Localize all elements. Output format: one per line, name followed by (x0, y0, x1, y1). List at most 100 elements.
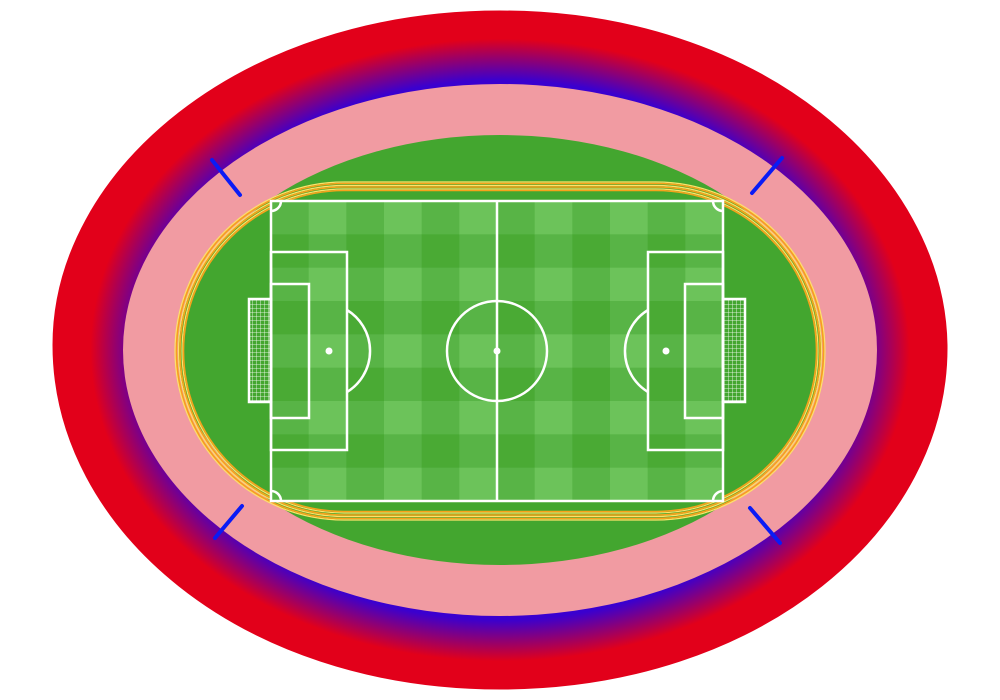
pitch-stripe-cell (459, 434, 498, 469)
pitch-stripe-cell (384, 267, 423, 302)
pitch-stripe-cell (421, 467, 460, 502)
aisle-line-bottom-left (213, 504, 244, 540)
pitch-stripe-cell (271, 301, 310, 335)
centre-circle (445, 299, 549, 403)
pitch-stripe-cell (308, 467, 347, 502)
pitch-stripe-cell (497, 367, 536, 402)
track-lane-5 (181, 188, 819, 514)
corner-arc-bottom-left (270, 489, 283, 502)
pitch-stripe-cell (610, 434, 649, 469)
pitch-stripe-cell (647, 467, 686, 502)
pitch-stripe-cell (459, 401, 498, 435)
pitch-stripe-cell (497, 401, 536, 435)
pitch-stripe-cell (459, 301, 498, 335)
pitch-stripe-cell (384, 201, 423, 235)
left-penalty-arc (346, 308, 372, 394)
pitch-stripe-cell (497, 234, 536, 269)
right-penalty-spot (662, 347, 670, 355)
pitch-stripe-cell (421, 434, 460, 469)
pitch-stripe-cell (647, 201, 686, 235)
pitch-stripe-cell (534, 367, 573, 402)
pitch-stripe-cell (459, 201, 498, 235)
left-penalty-spot (325, 347, 333, 355)
pitch-stripe-cell (271, 201, 310, 235)
pitch-stripe-cell (534, 267, 573, 302)
aisle-line-top-left (210, 158, 242, 197)
pitch-stripe-cell (271, 367, 310, 402)
pitch-stripe-cell (459, 367, 498, 402)
pitch-stripe-cell (421, 401, 460, 435)
pitch-stripe-cell (610, 201, 649, 235)
pitch-stripe-cell (308, 367, 347, 402)
aisle-lines (210, 156, 784, 545)
pitch-stripe-cell (572, 367, 611, 402)
corner-arc-top-right (711, 200, 724, 213)
pitch-stripe-cell (610, 401, 649, 435)
pitch-stripe-cell (497, 467, 536, 502)
pitch-stripe-cell (647, 267, 686, 302)
pitch-stripe-cell (459, 334, 498, 369)
pitch-stripe-cell (534, 434, 573, 469)
pitch-stripe-cell (534, 234, 573, 269)
corner-arc-top-left (270, 200, 283, 213)
pitch-stripe-cell (384, 434, 423, 469)
pitch-stripe-cell (384, 334, 423, 369)
pitch-stripe-cell (610, 234, 649, 269)
goals (247, 297, 747, 404)
pitch-stripe-cell (421, 267, 460, 302)
pitch-stripe-cell (572, 401, 611, 435)
aisle-line-top-right (750, 156, 784, 195)
pitch-stripe-cell (572, 434, 611, 469)
pitch-stripe-cell (271, 467, 310, 502)
pitch-stripe-cell (534, 301, 573, 335)
track-lane-1 (174, 181, 826, 521)
left-goal-net-icon (247, 297, 273, 404)
pitch-stripe-cell (384, 234, 423, 269)
track-lane-3 (177, 184, 823, 518)
track-lane-4 (179, 186, 821, 516)
pitch-stripe-cell (421, 334, 460, 369)
pitch-stripe-cell (572, 201, 611, 235)
centre-spot (493, 347, 501, 355)
pitch-stripe-cell (534, 401, 573, 435)
pitch-stripe-cell (610, 334, 649, 369)
pitch-stripe-cell (572, 267, 611, 302)
pitch-stripe-cell (346, 434, 385, 469)
right-penalty-arc (623, 308, 649, 394)
pitch-stripe-cell (685, 201, 724, 235)
pitch-stripe-cell (497, 334, 536, 369)
pitch-stripe-cell (421, 367, 460, 402)
aisle-line-bottom-right (748, 506, 782, 545)
pitch-spots (325, 347, 670, 355)
pitch-stripe-cell (497, 201, 536, 235)
pitch-stripe-cell (647, 301, 686, 335)
pitch-stripe-cell (308, 267, 347, 302)
pitch-stripe-cell (610, 467, 649, 502)
pitch-stripe-cell (572, 467, 611, 502)
pitch-stripe-cell (346, 201, 385, 235)
pitch-stripe-cell (346, 234, 385, 269)
pitch-stripe-cell (346, 467, 385, 502)
pitch-stripe-cell (459, 267, 498, 302)
pitch-stripe-cell (346, 334, 385, 369)
pitch-stripe-cell (308, 201, 347, 235)
pitch-stripe-cell (685, 367, 724, 402)
pitch-stripe-cell (384, 401, 423, 435)
pitch-stripe-cell (271, 334, 310, 369)
track-lane-6 (182, 189, 818, 513)
pitch-stripe-cell (384, 367, 423, 402)
pitch-stripe-cell (384, 467, 423, 502)
pitch-stripe-cell (572, 334, 611, 369)
running-track (174, 181, 826, 521)
pitch-stripe-cell (497, 267, 536, 302)
pitch-stripe-cell (459, 234, 498, 269)
pitch-stripe-cell (572, 234, 611, 269)
pitch-stripe-cell (497, 434, 536, 469)
pitch-stripe-cell (647, 367, 686, 402)
pitch-stripe-cell (685, 467, 724, 502)
pitch-stripe-cell (685, 334, 724, 369)
pitch-stripe-cell (421, 201, 460, 235)
pitch-stripe-cell (572, 301, 611, 335)
pitch-stripe-cell (647, 401, 686, 435)
